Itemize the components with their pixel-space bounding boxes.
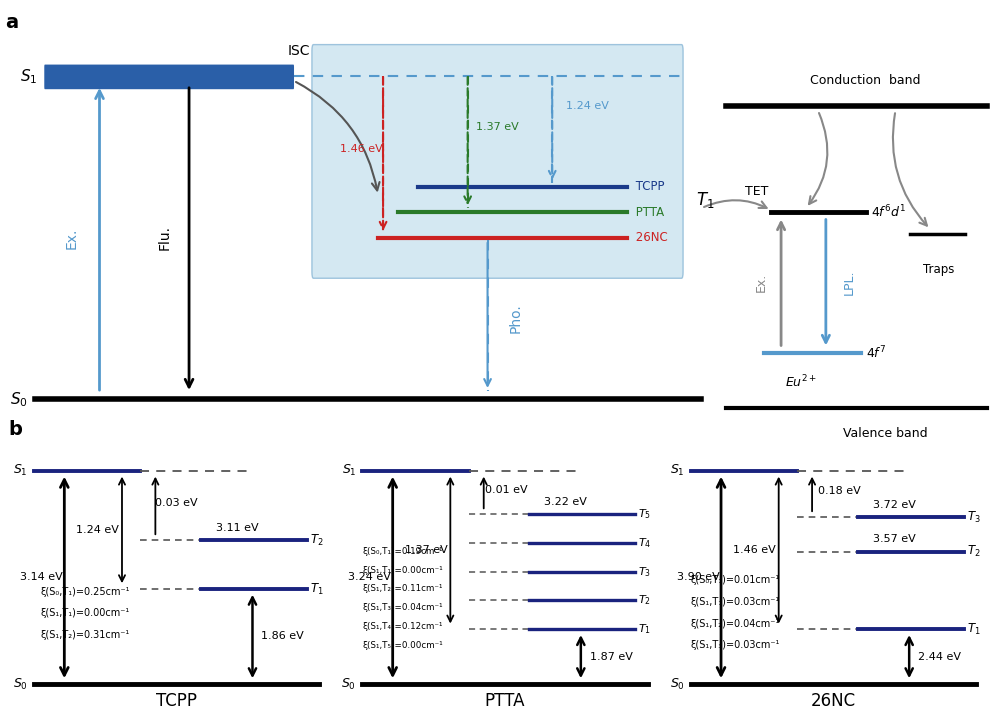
Text: 1.46 eV: 1.46 eV bbox=[340, 144, 382, 153]
Text: PTTA: PTTA bbox=[484, 692, 525, 710]
Text: $T_2$: $T_2$ bbox=[966, 544, 979, 559]
Text: 3.11 eV: 3.11 eV bbox=[216, 523, 258, 533]
Text: Pho.: Pho. bbox=[508, 304, 522, 333]
Text: $S_1$: $S_1$ bbox=[669, 464, 684, 478]
Text: b: b bbox=[8, 420, 22, 439]
FancyArrowPatch shape bbox=[295, 82, 379, 190]
FancyBboxPatch shape bbox=[312, 45, 682, 278]
Text: 3.57 eV: 3.57 eV bbox=[872, 534, 914, 544]
FancyArrowPatch shape bbox=[808, 113, 827, 204]
Text: 3.22 eV: 3.22 eV bbox=[544, 497, 586, 507]
Text: 0.03 eV: 0.03 eV bbox=[155, 498, 198, 508]
Text: 3.24 eV: 3.24 eV bbox=[348, 572, 391, 582]
Text: $4f^7$: $4f^7$ bbox=[865, 344, 885, 361]
Text: $T_1$: $T_1$ bbox=[966, 622, 979, 636]
Text: ξ(S₁,T₁)=0.00cm⁻¹: ξ(S₁,T₁)=0.00cm⁻¹ bbox=[362, 566, 442, 575]
Text: $4f^6d^1$: $4f^6d^1$ bbox=[870, 204, 905, 221]
Text: ξ(S₁,T₃)=0.03cm⁻¹: ξ(S₁,T₃)=0.03cm⁻¹ bbox=[690, 640, 779, 650]
Text: LPL.: LPL. bbox=[842, 270, 855, 295]
Text: 3.14 eV: 3.14 eV bbox=[20, 572, 63, 582]
Text: Conduction  band: Conduction band bbox=[809, 74, 920, 87]
Text: Ex.: Ex. bbox=[65, 228, 79, 248]
Text: ξ(S₀,T₁)=0.19cm⁻¹: ξ(S₀,T₁)=0.19cm⁻¹ bbox=[362, 547, 442, 556]
Text: $T_5$: $T_5$ bbox=[638, 507, 651, 521]
Text: ξ(S₁,T₁)=0.03cm⁻¹: ξ(S₁,T₁)=0.03cm⁻¹ bbox=[690, 597, 779, 607]
Text: TET: TET bbox=[744, 184, 767, 197]
Text: 1.86 eV: 1.86 eV bbox=[261, 631, 304, 642]
FancyArrowPatch shape bbox=[704, 200, 765, 208]
Text: Ex.: Ex. bbox=[753, 273, 767, 292]
Text: ξ(S₁,T₃)=0.04cm⁻¹: ξ(S₁,T₃)=0.04cm⁻¹ bbox=[362, 603, 442, 612]
Text: $S_1$: $S_1$ bbox=[21, 67, 38, 86]
Text: a: a bbox=[5, 13, 18, 32]
Text: 1.24 eV: 1.24 eV bbox=[77, 525, 119, 535]
Text: PTTA: PTTA bbox=[631, 206, 663, 219]
Text: $T_1$: $T_1$ bbox=[310, 582, 323, 596]
Text: $S_0$: $S_0$ bbox=[341, 677, 356, 691]
Text: Traps: Traps bbox=[921, 264, 953, 276]
Text: $T_3$: $T_3$ bbox=[966, 510, 979, 524]
Text: 1.24 eV: 1.24 eV bbox=[565, 102, 608, 111]
Text: 0.01 eV: 0.01 eV bbox=[485, 485, 527, 495]
Text: Flu.: Flu. bbox=[157, 225, 171, 251]
Text: 1.37 eV: 1.37 eV bbox=[476, 122, 518, 132]
Text: $S_0$: $S_0$ bbox=[669, 677, 684, 691]
Text: $S_1$: $S_1$ bbox=[13, 464, 28, 478]
Text: 0.18 eV: 0.18 eV bbox=[817, 486, 860, 496]
Text: 26NC: 26NC bbox=[631, 231, 667, 244]
Text: 1.46 eV: 1.46 eV bbox=[733, 545, 775, 555]
Text: 2.44 eV: 2.44 eV bbox=[917, 652, 960, 662]
Text: $S_0$: $S_0$ bbox=[13, 677, 28, 691]
Text: ξ(S₁,T₁)=0.00cm⁻¹: ξ(S₁,T₁)=0.00cm⁻¹ bbox=[40, 608, 129, 618]
FancyArrowPatch shape bbox=[892, 113, 926, 225]
Text: $T_1$: $T_1$ bbox=[696, 189, 715, 210]
Text: 3.72 eV: 3.72 eV bbox=[872, 500, 914, 510]
Text: $T_3$: $T_3$ bbox=[638, 564, 651, 579]
Text: ξ(S₁,T₄)=0.12cm⁻¹: ξ(S₁,T₄)=0.12cm⁻¹ bbox=[362, 622, 442, 631]
Text: 1.37 eV: 1.37 eV bbox=[405, 545, 447, 555]
Text: $T_2$: $T_2$ bbox=[638, 593, 651, 608]
Text: ξ(S₁,T₂)=0.11cm⁻¹: ξ(S₁,T₂)=0.11cm⁻¹ bbox=[362, 585, 442, 593]
Text: 1.87 eV: 1.87 eV bbox=[589, 652, 632, 662]
Text: $S_1$: $S_1$ bbox=[341, 464, 356, 478]
Text: TCPP: TCPP bbox=[631, 181, 664, 194]
Text: ξ(S₀,T₁)=0.01cm⁻¹: ξ(S₀,T₁)=0.01cm⁻¹ bbox=[690, 575, 779, 585]
Text: ξ(S₁,T₅)=0.00cm⁻¹: ξ(S₁,T₅)=0.00cm⁻¹ bbox=[362, 641, 442, 649]
Text: Valence band: Valence band bbox=[842, 427, 927, 440]
Text: $T_2$: $T_2$ bbox=[310, 533, 323, 547]
Text: TCPP: TCPP bbox=[156, 692, 197, 710]
Text: 3.90 eV: 3.90 eV bbox=[676, 572, 719, 582]
Text: ξ(S₀,T₁)=0.25cm⁻¹: ξ(S₀,T₁)=0.25cm⁻¹ bbox=[40, 587, 129, 597]
Text: $T_1$: $T_1$ bbox=[638, 622, 651, 636]
FancyBboxPatch shape bbox=[45, 65, 294, 89]
Text: $T_4$: $T_4$ bbox=[638, 536, 651, 550]
Text: 26NC: 26NC bbox=[810, 692, 855, 710]
Text: ξ(S₁,T₂)=0.04cm⁻¹: ξ(S₁,T₂)=0.04cm⁻¹ bbox=[690, 618, 779, 629]
Text: ISC: ISC bbox=[287, 44, 309, 58]
Text: $S_0$: $S_0$ bbox=[10, 390, 28, 409]
Text: ξ(S₁,T₂)=0.31cm⁻¹: ξ(S₁,T₂)=0.31cm⁻¹ bbox=[40, 630, 129, 640]
Text: $Eu^{2+}$: $Eu^{2+}$ bbox=[784, 374, 816, 390]
